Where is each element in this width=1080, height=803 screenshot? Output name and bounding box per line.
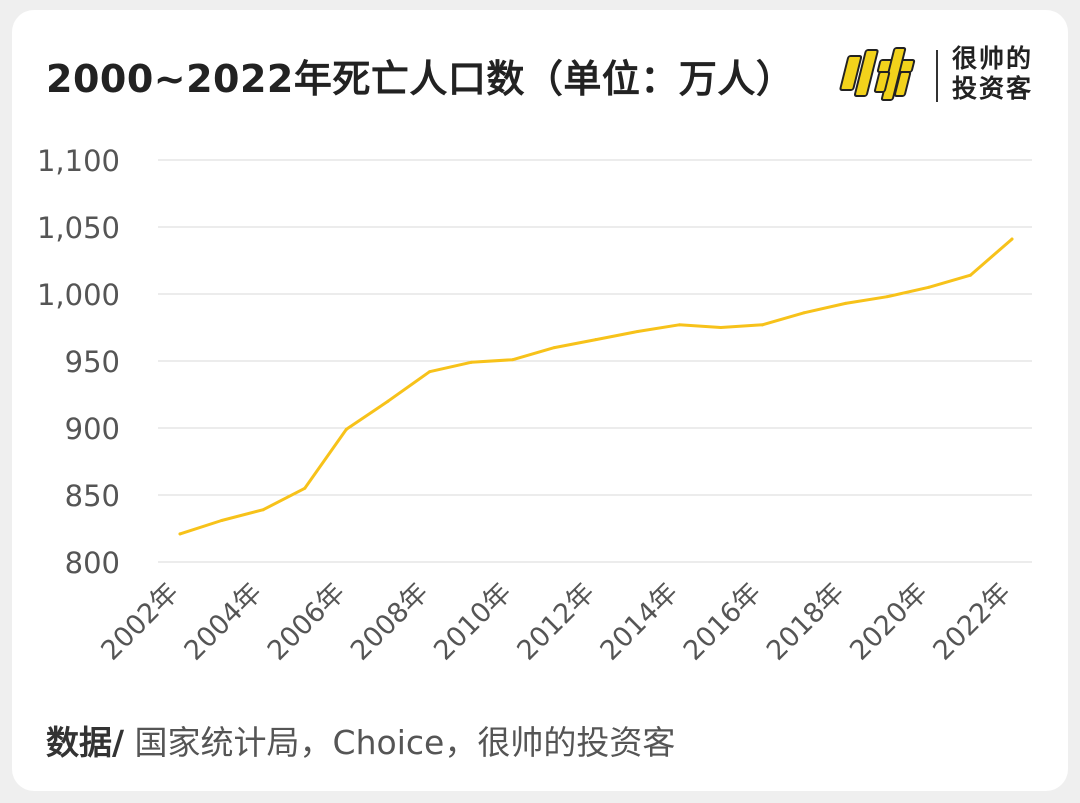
data-point xyxy=(386,399,390,403)
data-point xyxy=(802,311,806,315)
data-point xyxy=(261,508,265,512)
x-tick-label: 2008年 xyxy=(345,577,435,667)
y-tick-label: 1,000 xyxy=(37,278,120,312)
x-tick-label: 2020年 xyxy=(844,577,934,667)
x-tick-label: 2010年 xyxy=(428,577,518,667)
data-point xyxy=(220,518,224,522)
data-point xyxy=(760,323,764,327)
data-point xyxy=(636,330,640,334)
data-point xyxy=(552,346,556,350)
data-point xyxy=(844,301,848,305)
data-point xyxy=(1010,237,1014,241)
brand-name: 很帅的 投资客 xyxy=(952,44,1033,104)
chart-card: 2000~2022年死亡人口数（单位：万人） 很帅的 投资客 800 850 900… xyxy=(12,10,1068,791)
data-source-label: 数据/ xyxy=(46,723,125,762)
line-chart: 8008509009501,0001,0501,1002002年2004年200… xyxy=(37,144,1032,667)
data-source-text: 国家统计局，Choice，很帅的投资客 xyxy=(124,723,676,762)
y-tick-label: 1,100 xyxy=(37,144,120,178)
x-tick-label: 2004年 xyxy=(179,577,269,667)
data-point xyxy=(968,273,972,277)
data-point xyxy=(428,370,432,374)
brand-name-line-1: 很帅的 xyxy=(952,44,1034,73)
x-tick-label: 2014年 xyxy=(595,577,685,667)
brand-name-line-2: 投资客 xyxy=(952,74,1034,103)
y-tick-label: 1,050 xyxy=(37,211,120,245)
data-point xyxy=(303,486,307,490)
y-tick-label: 900 xyxy=(65,412,120,446)
y-tick-label: 800 xyxy=(65,546,120,580)
data-point xyxy=(178,532,182,536)
data-point xyxy=(885,295,889,299)
x-tick-label: 2012年 xyxy=(511,577,601,667)
logo-divider xyxy=(936,50,938,102)
chart-title: 2000~2022年死亡人口数（单位：万人） xyxy=(46,57,795,101)
data-point xyxy=(677,323,681,327)
brand-logo-mark-icon xyxy=(839,47,916,101)
y-tick-label: 850 xyxy=(65,479,120,513)
data-point xyxy=(344,427,348,431)
x-tick-label: 2002年 xyxy=(95,577,185,667)
data-point xyxy=(927,285,931,289)
x-tick-label: 2018年 xyxy=(761,577,851,667)
brand-logo: 很帅的 投资客 xyxy=(830,42,1050,114)
y-tick-label: 950 xyxy=(65,345,120,379)
data-point xyxy=(469,360,473,364)
data-point xyxy=(511,358,515,362)
x-tick-label: 2016年 xyxy=(678,577,768,667)
x-tick-label: 2022年 xyxy=(927,577,1017,667)
data-source: 数据/ 国家统计局，Choice，很帅的投资客 xyxy=(46,716,675,764)
data-point xyxy=(719,326,723,329)
data-point xyxy=(594,338,598,342)
x-tick-label: 2006年 xyxy=(262,577,352,667)
